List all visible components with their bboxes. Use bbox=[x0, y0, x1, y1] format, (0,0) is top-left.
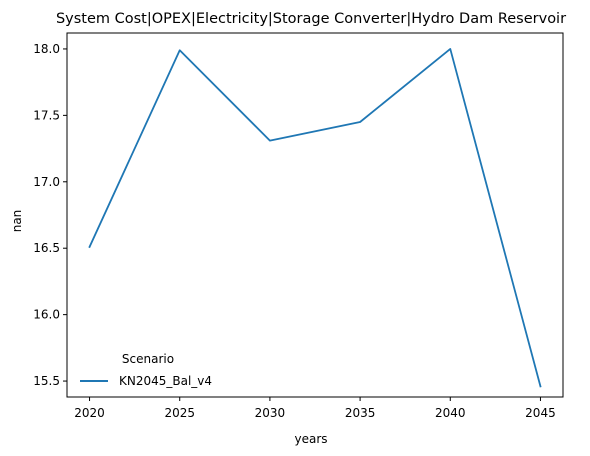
y-axis-label: nan bbox=[10, 210, 24, 233]
x-axis-label: years bbox=[294, 432, 327, 446]
x-tick-label: 2020 bbox=[74, 406, 105, 420]
y-tick-label: 16.0 bbox=[33, 308, 60, 322]
legend-title: Scenario bbox=[122, 352, 174, 366]
x-tick-label: 2040 bbox=[435, 406, 466, 420]
legend-series-label: KN2045_Bal_v4 bbox=[119, 374, 212, 388]
y-axis-ticks: 15.5 16.0 16.5 17.0 17.5 18.0 bbox=[33, 42, 67, 388]
legend: Scenario KN2045_Bal_v4 bbox=[80, 352, 212, 388]
y-tick-label: 17.5 bbox=[33, 108, 60, 122]
series-layer bbox=[88, 48, 542, 388]
y-tick-label: 16.5 bbox=[33, 241, 60, 255]
y-tick-label: 15.5 bbox=[33, 374, 60, 388]
plot-frame bbox=[66, 32, 564, 398]
x-tick-label: 2030 bbox=[255, 406, 286, 420]
x-tick-label: 2035 bbox=[345, 406, 376, 420]
x-tick-label: 2045 bbox=[525, 406, 556, 420]
y-tick-label: 17.0 bbox=[33, 175, 60, 189]
chart-title: System Cost|OPEX|Electricity|Storage Con… bbox=[56, 11, 566, 27]
series-line bbox=[88, 48, 542, 388]
x-tick-label: 2025 bbox=[164, 406, 195, 420]
x-axis-ticks: 2020 2025 2030 2035 2040 2045 bbox=[74, 397, 556, 420]
y-tick-label: 18.0 bbox=[33, 42, 60, 56]
